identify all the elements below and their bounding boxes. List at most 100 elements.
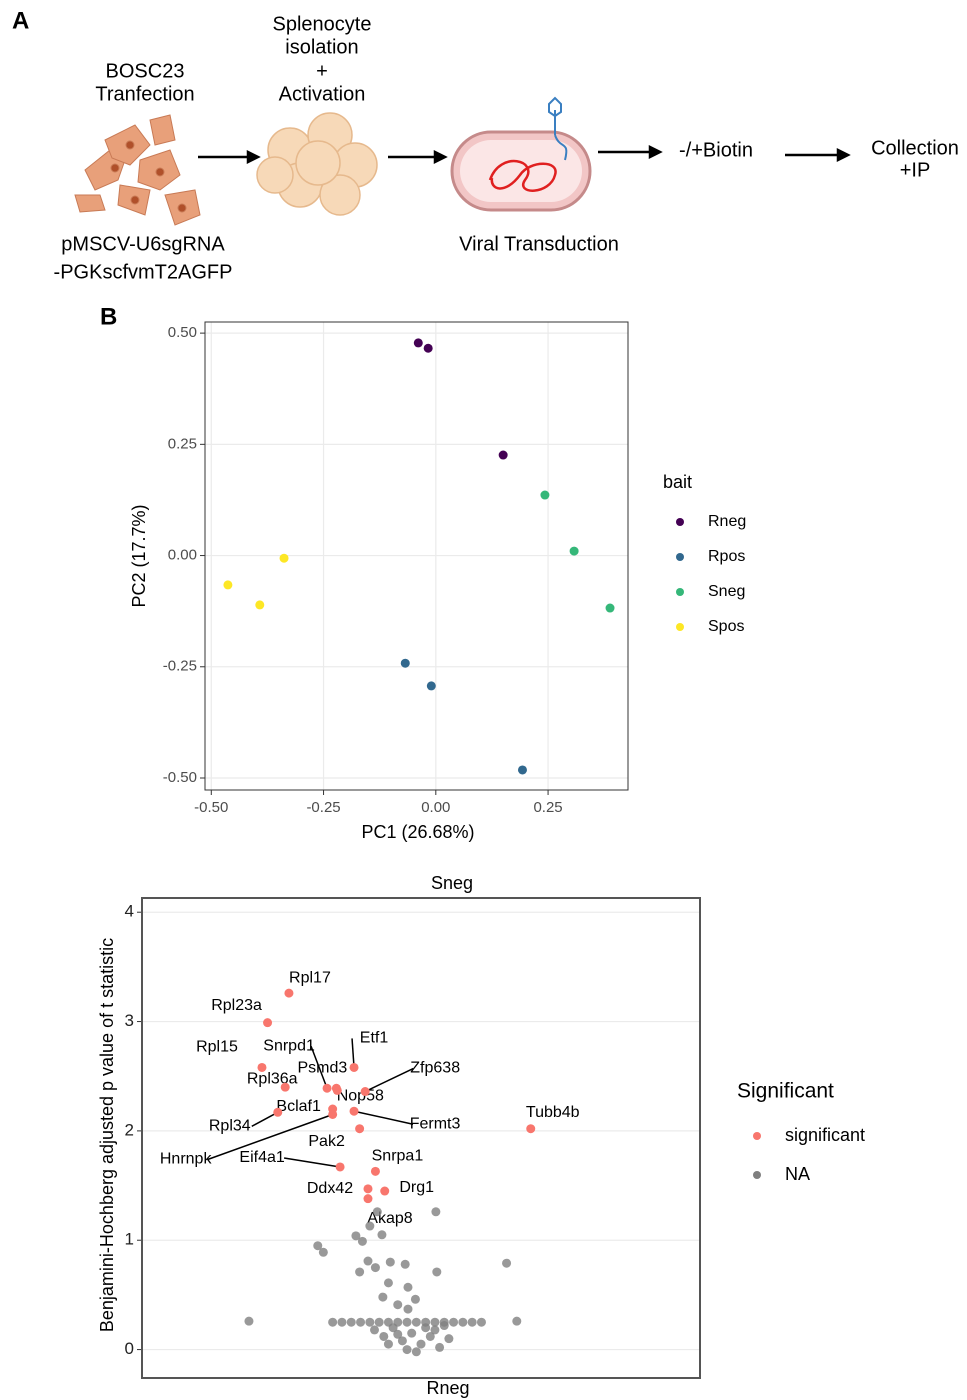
step-label: +IP [900, 159, 931, 181]
point [388, 1323, 398, 1333]
point [430, 1317, 440, 1327]
label-connector [283, 1157, 341, 1168]
point [370, 1166, 380, 1176]
point [355, 1267, 365, 1277]
point [356, 1317, 366, 1327]
y-axis-label: PC2 (17.7%) [129, 504, 149, 607]
plot-border [141, 897, 701, 1379]
point [512, 1316, 522, 1326]
step-label: BOSC23 [106, 60, 185, 82]
bacterium [450, 96, 592, 212]
legend-swatch [676, 623, 684, 631]
point [360, 1087, 370, 1097]
point-label: Rpl36a [247, 1070, 298, 1087]
point-label: Fermt3 [410, 1115, 461, 1132]
y-tick-label: 2 [125, 1120, 134, 1139]
point [402, 1317, 412, 1327]
point [517, 765, 527, 775]
label-connector [353, 1110, 414, 1125]
point [380, 1186, 390, 1196]
legend-title: Significant [737, 1080, 834, 1103]
point [349, 1106, 359, 1116]
y-tick-label: 0.00 [168, 547, 197, 564]
point [284, 988, 294, 998]
y-tick-label: 0.50 [168, 324, 197, 341]
point-label: Eif4a1 [239, 1149, 284, 1166]
point [403, 1304, 413, 1314]
plasmid-label: -PGKscfvmT2AGFP [54, 261, 233, 283]
point [411, 1317, 421, 1327]
step-label: Splenocyte [273, 13, 372, 35]
bosc23-cells [74, 114, 201, 226]
point-label: Pak2 [308, 1133, 345, 1150]
point [400, 658, 410, 668]
point [363, 1256, 373, 1266]
point [400, 1259, 410, 1269]
point [502, 1258, 512, 1268]
point [411, 1347, 421, 1357]
point [458, 1317, 468, 1327]
point [410, 1294, 420, 1304]
point-label: Psmd3 [297, 1059, 347, 1076]
point [426, 681, 436, 691]
point [335, 1162, 345, 1172]
step-label: Collection [871, 137, 959, 159]
y-tick-label: 1 [125, 1230, 134, 1249]
point [313, 1241, 323, 1251]
point-label: Rpl34 [209, 1118, 251, 1135]
point [431, 1207, 441, 1217]
legend-swatch [676, 588, 684, 596]
point [467, 1317, 477, 1327]
point [526, 1124, 536, 1134]
point [393, 1329, 403, 1339]
point [397, 1336, 407, 1346]
label-connector [364, 1067, 414, 1093]
point [372, 1207, 382, 1217]
point [449, 1317, 459, 1327]
legend-swatch [753, 1132, 761, 1140]
point [223, 580, 233, 590]
x-axis-label: PC1 (26.68%) [361, 822, 474, 842]
step-label: isolation [285, 36, 358, 58]
y-tick-label: 0.25 [168, 435, 197, 452]
panel-label: A [12, 7, 29, 34]
label-connector [351, 1038, 355, 1068]
point [383, 1278, 393, 1288]
point [476, 1317, 486, 1327]
point-label: Tubb4b [526, 1104, 580, 1121]
point-label: Bclaf1 [276, 1098, 321, 1115]
point [363, 1184, 373, 1194]
y-tick-label: -0.25 [163, 658, 197, 675]
legend-label: Rneg [708, 513, 746, 530]
x-tick-label: -0.25 [306, 799, 340, 816]
point [365, 1221, 375, 1231]
point-label: Rpl15 [196, 1039, 238, 1056]
point [355, 1124, 365, 1134]
point [318, 1247, 328, 1257]
point [378, 1292, 388, 1302]
point-label: Zfp638 [410, 1060, 460, 1077]
point [435, 1342, 445, 1352]
point-label: Snrpd1 [263, 1037, 315, 1054]
point [328, 1317, 338, 1327]
legend-swatch [676, 518, 684, 526]
step-label: Tranfection [95, 83, 194, 105]
step-label: Activation [279, 83, 366, 105]
point [430, 1325, 440, 1335]
point [280, 1082, 290, 1092]
point [432, 1267, 442, 1277]
legend-label: Spos [708, 618, 744, 635]
point-label: Etf1 [360, 1030, 389, 1047]
point [273, 1107, 283, 1117]
point [377, 1230, 387, 1240]
plot-border [204, 321, 629, 791]
point [385, 1257, 395, 1267]
legend-label: significant [785, 1125, 865, 1145]
point-label: Ddx42 [307, 1180, 353, 1197]
legend-label: Sneg [708, 583, 745, 600]
point [402, 1345, 412, 1355]
point [346, 1317, 356, 1327]
point [498, 450, 508, 460]
